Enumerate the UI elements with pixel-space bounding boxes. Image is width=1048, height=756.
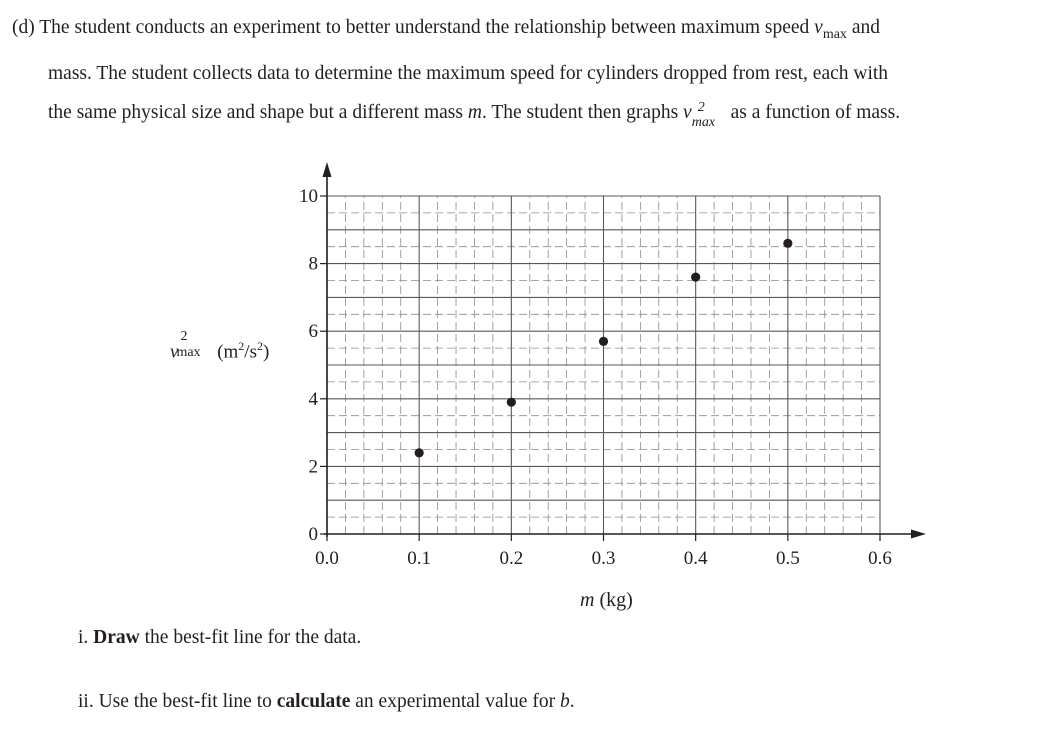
axes — [322, 162, 926, 539]
y-tick-label: 6 — [309, 321, 319, 342]
x-ticks: 0.0 0.1 0.2 0.3 0.4 0.5 0.6 — [315, 534, 892, 569]
data-points — [414, 238, 793, 458]
y-axis-arrow — [322, 162, 332, 177]
x-tick-label: 0.5 — [776, 548, 800, 569]
y-tick-label: 8 — [309, 254, 319, 275]
y-axis-label: v 2 max (m2/s2) — [170, 329, 270, 363]
data-point — [691, 272, 701, 282]
data-point — [598, 336, 609, 346]
y-tick-label: 10 — [299, 186, 318, 207]
v-max-symbol: vmax — [814, 17, 847, 42]
part-i-instruction: i. Draw the best-fit line for the data. — [78, 627, 362, 648]
question-line-3: the same physical size and shape but a d… — [48, 100, 901, 130]
x-tick-label: 0.2 — [499, 548, 523, 569]
x-tick-label: 0.0 — [315, 548, 339, 569]
x-tick-label: 0.4 — [684, 548, 708, 569]
y-ticks: 0 2 4 6 8 10 — [299, 186, 327, 545]
x-axis-label: m (kg) — [580, 589, 633, 611]
major-grid — [326, 195, 881, 535]
question-line-1: (d) The student conducts an experiment t… — [12, 17, 880, 42]
part-ii-instruction: ii. Use the best-fit line to calculate a… — [78, 691, 575, 712]
x-tick-label: 0.6 — [868, 548, 892, 569]
x-tick-label: 0.1 — [407, 548, 431, 569]
y-tick-label: 4 — [309, 389, 319, 410]
data-point — [506, 397, 516, 407]
x-tick-label: 0.3 — [592, 548, 616, 569]
data-point — [414, 448, 424, 458]
question-text: (d) The student conducts an experiment t… — [12, 8, 1042, 132]
v-max-squared-symbol: v 2 max — [683, 100, 716, 130]
question-line-2: mass. The student collects data to deter… — [48, 63, 889, 84]
data-point — [783, 238, 793, 248]
x-axis-arrow — [911, 529, 926, 539]
y-tick-label: 0 — [309, 524, 319, 545]
y-tick-label: 2 — [309, 456, 319, 477]
